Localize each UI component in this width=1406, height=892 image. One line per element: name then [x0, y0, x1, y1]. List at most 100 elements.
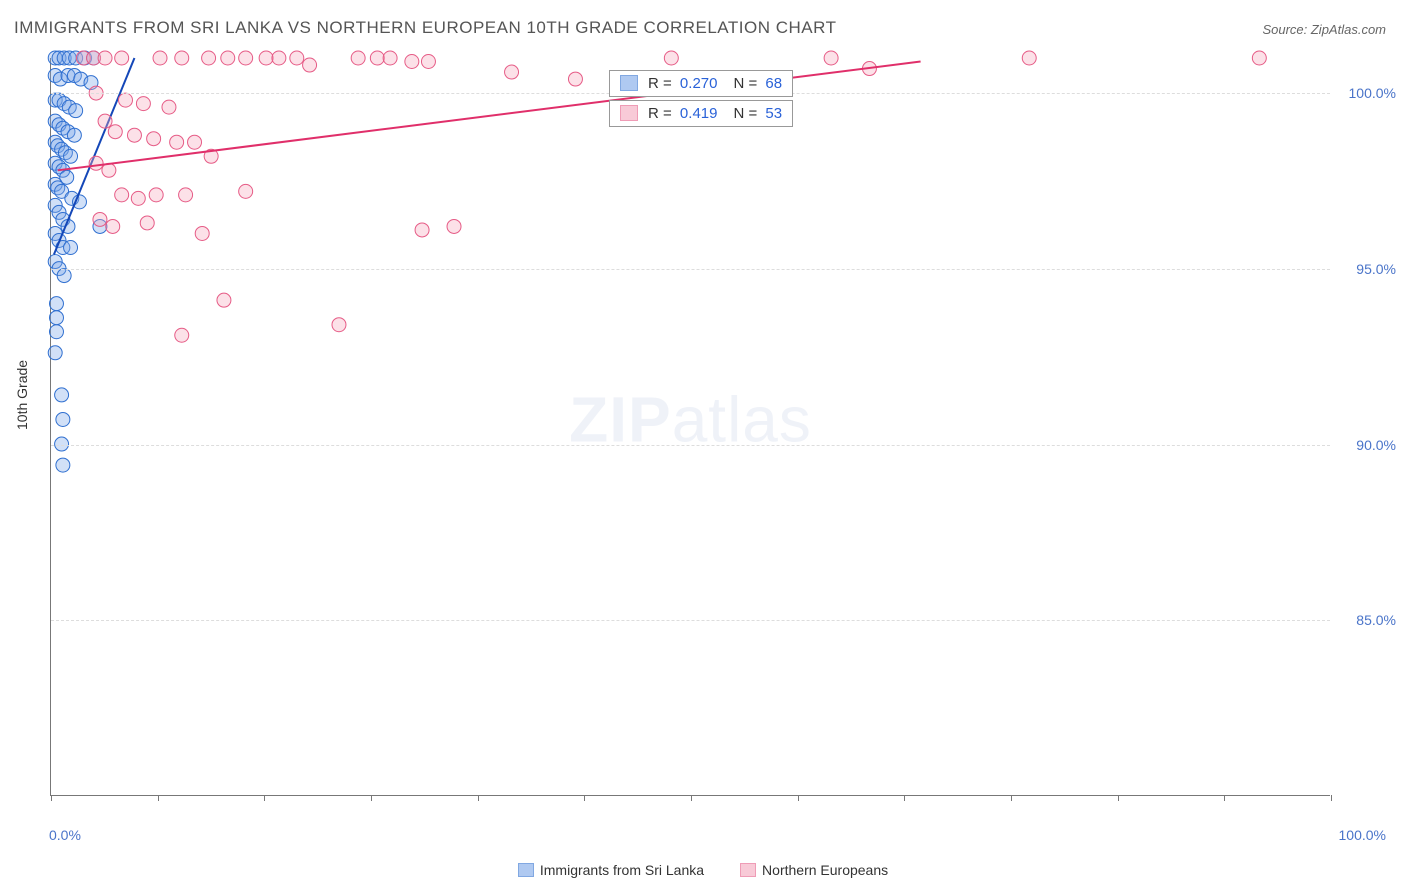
data-point	[98, 51, 112, 65]
data-point	[447, 219, 461, 233]
x-tick	[1331, 795, 1332, 801]
x-tick	[1011, 795, 1012, 801]
legend-swatch	[620, 75, 638, 91]
y-axis-title: 10th Grade	[14, 360, 30, 430]
legend-swatch	[740, 863, 756, 877]
stats-box: R = 0.270N = 68	[609, 70, 793, 97]
data-point	[69, 104, 83, 118]
data-point	[239, 51, 253, 65]
data-point	[303, 58, 317, 72]
data-point	[127, 128, 141, 142]
x-label-left: 0.0%	[49, 827, 81, 843]
data-point	[115, 51, 129, 65]
data-point	[239, 184, 253, 198]
data-point	[1022, 51, 1036, 65]
data-point	[1252, 51, 1266, 65]
data-point	[57, 269, 71, 283]
data-point	[55, 388, 69, 402]
data-point	[664, 51, 678, 65]
x-tick	[584, 795, 585, 801]
legend-item: Northern Europeans	[740, 862, 888, 878]
data-point	[824, 51, 838, 65]
legend-swatch	[620, 105, 638, 121]
plot-area: ZIPatlas 85.0%90.0%95.0%100.0%0.0%100.0%…	[50, 58, 1330, 796]
data-point	[93, 212, 107, 226]
data-point	[383, 51, 397, 65]
gridline	[51, 445, 1330, 446]
n-value: 53	[761, 105, 782, 122]
data-point	[56, 458, 70, 472]
data-point	[290, 51, 304, 65]
x-tick	[904, 795, 905, 801]
data-point	[217, 293, 231, 307]
data-point	[405, 55, 419, 69]
stats-box: R = 0.419 N = 53	[609, 100, 793, 127]
r-value: 0.419	[676, 105, 718, 122]
x-tick	[478, 795, 479, 801]
x-tick	[691, 795, 692, 801]
data-point	[56, 412, 70, 426]
data-point	[64, 149, 78, 163]
data-point	[179, 188, 193, 202]
data-point	[147, 132, 161, 146]
legend-swatch	[518, 863, 534, 877]
data-point	[48, 346, 62, 360]
x-tick	[158, 795, 159, 801]
legend-item: Immigrants from Sri Lanka	[518, 862, 704, 878]
x-tick	[1118, 795, 1119, 801]
n-label: N =	[733, 105, 757, 122]
data-point	[170, 135, 184, 149]
data-point	[351, 51, 365, 65]
data-point	[195, 226, 209, 240]
data-point	[153, 51, 167, 65]
data-point	[49, 297, 63, 311]
data-point	[108, 125, 122, 139]
x-tick	[798, 795, 799, 801]
data-point	[272, 51, 286, 65]
data-point	[67, 128, 81, 142]
r-label: R =	[648, 105, 672, 122]
n-label: N =	[733, 75, 757, 92]
data-point	[136, 97, 150, 111]
x-label-right: 100.0%	[1339, 827, 1386, 843]
data-point	[370, 51, 384, 65]
data-point	[149, 188, 163, 202]
y-tick-label: 85.0%	[1356, 612, 1396, 628]
legend-bottom: Immigrants from Sri Lanka Northern Europe…	[0, 862, 1406, 878]
x-tick	[51, 795, 52, 801]
data-point	[106, 219, 120, 233]
data-point	[131, 191, 145, 205]
data-point	[140, 216, 154, 230]
data-point	[188, 135, 202, 149]
legend-label: Northern Europeans	[762, 862, 888, 878]
r-value: 0.270	[676, 75, 718, 92]
data-point	[49, 325, 63, 339]
r-label: R =	[648, 75, 672, 92]
legend-label: Immigrants from Sri Lanka	[540, 862, 704, 878]
gridline	[51, 620, 1330, 621]
data-point	[332, 318, 346, 332]
data-point	[98, 114, 112, 128]
x-tick	[371, 795, 372, 801]
x-tick	[264, 795, 265, 801]
gridline	[51, 269, 1330, 270]
data-point	[64, 241, 78, 255]
plot-svg	[51, 58, 1330, 795]
data-point	[568, 72, 582, 86]
y-tick-label: 100.0%	[1349, 85, 1396, 101]
y-tick-label: 90.0%	[1356, 437, 1396, 453]
data-point	[119, 93, 133, 107]
data-point	[89, 156, 103, 170]
data-point	[505, 65, 519, 79]
source-label: Source: ZipAtlas.com	[1262, 22, 1386, 37]
data-point	[175, 328, 189, 342]
data-point	[115, 188, 129, 202]
data-point	[175, 51, 189, 65]
data-point	[162, 100, 176, 114]
data-point	[421, 55, 435, 69]
data-point	[202, 51, 216, 65]
x-tick	[1224, 795, 1225, 801]
data-point	[415, 223, 429, 237]
data-point	[221, 51, 235, 65]
y-tick-label: 95.0%	[1356, 261, 1396, 277]
